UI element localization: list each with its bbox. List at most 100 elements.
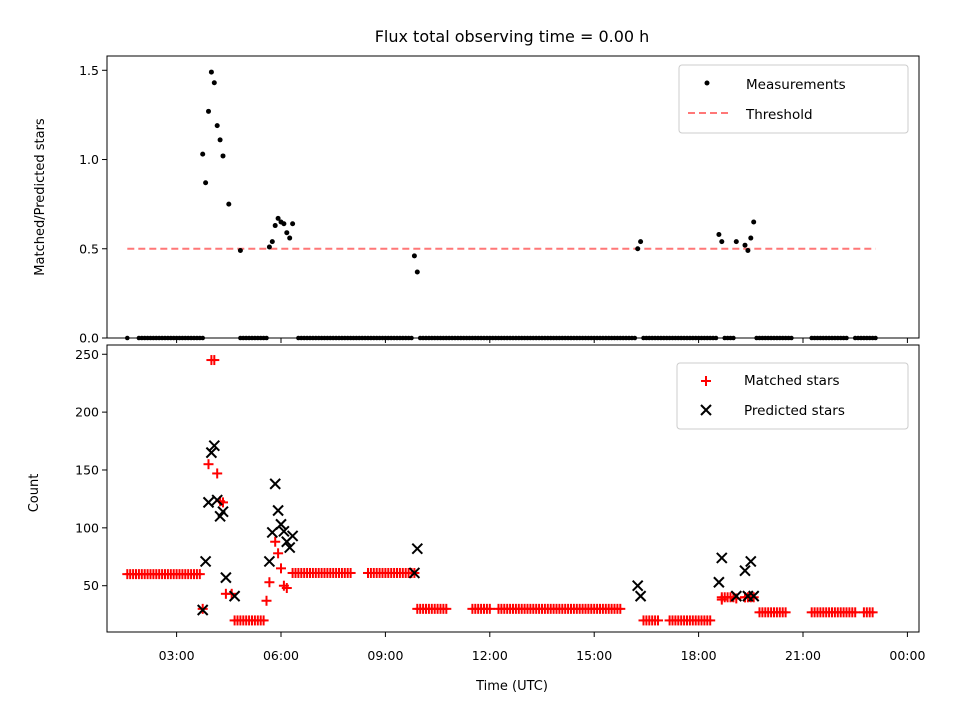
cross-b bbox=[263, 555, 276, 568]
measurement-point bbox=[742, 242, 748, 248]
predicted-star-point bbox=[634, 590, 647, 602]
cross-b bbox=[631, 580, 644, 592]
cross-b bbox=[272, 504, 284, 517]
legend-measurements-marker bbox=[704, 80, 710, 86]
bottom-y-tick-label: 150 bbox=[75, 462, 99, 477]
predicted-star-point bbox=[408, 567, 421, 579]
measurement-point bbox=[287, 235, 293, 241]
cross-b bbox=[730, 590, 743, 602]
cross-b bbox=[211, 494, 223, 506]
measurement-point bbox=[844, 335, 849, 341]
matched-star-point bbox=[261, 595, 272, 606]
measurement-point bbox=[217, 137, 223, 143]
measurement-point bbox=[200, 335, 205, 341]
measurement-point bbox=[275, 215, 281, 221]
bottom-y-axis: 50 100 150 200 250 bbox=[75, 347, 107, 593]
top-y-tick-label: 0.5 bbox=[79, 241, 99, 256]
measurement-point bbox=[716, 231, 722, 237]
matched-star-point bbox=[780, 607, 791, 618]
measurement-point bbox=[731, 335, 736, 341]
cross-b bbox=[716, 552, 728, 564]
cross-b bbox=[278, 525, 290, 538]
cross-b bbox=[205, 446, 218, 459]
measurement-point bbox=[284, 230, 290, 236]
top-y-tick-label: 1.0 bbox=[79, 152, 99, 167]
cross-b bbox=[745, 555, 757, 568]
bottom-y-tick-label: 250 bbox=[75, 347, 99, 362]
legend-measurements-label: Measurements bbox=[746, 77, 846, 93]
matched-star-point bbox=[867, 607, 878, 618]
top-chart-title: Flux total observing time = 0.00 h bbox=[375, 27, 650, 46]
measurement-point bbox=[226, 201, 232, 207]
matched-star-point bbox=[194, 569, 205, 580]
predicted-star-point bbox=[278, 525, 290, 538]
matched-star-point bbox=[281, 583, 292, 594]
cross-b bbox=[228, 590, 241, 602]
measurement-point bbox=[269, 239, 275, 245]
matched-star-point bbox=[276, 563, 286, 574]
matched-star-point bbox=[203, 459, 214, 470]
matched-star-point bbox=[441, 603, 452, 614]
predicted-star-point bbox=[730, 590, 743, 602]
cross-b bbox=[634, 590, 647, 602]
measurement-point bbox=[411, 253, 417, 259]
bottom-y-tick-label: 50 bbox=[83, 578, 99, 593]
predicted-star-point bbox=[266, 526, 279, 539]
bottom-legend: Matched stars Predicted stars bbox=[676, 362, 909, 430]
predicted-star-point bbox=[208, 439, 221, 452]
measurement-point bbox=[208, 69, 214, 75]
measurement-point bbox=[751, 219, 757, 225]
measurement-point bbox=[272, 223, 278, 229]
bottom-chart: 50 100 150 200 250 03:00 06:00 09:00 12:00 15:00… bbox=[27, 344, 925, 694]
predicted-star-point bbox=[228, 590, 241, 602]
cross-b bbox=[275, 518, 287, 531]
measurement-point bbox=[264, 335, 269, 341]
matched-star-point bbox=[264, 577, 275, 588]
predicted-star-point bbox=[286, 530, 299, 542]
cross-b bbox=[196, 604, 209, 616]
measurement-point bbox=[125, 335, 130, 341]
predicted-star-point bbox=[275, 518, 287, 531]
measurement-point bbox=[214, 123, 220, 129]
matched-star-point bbox=[212, 468, 223, 479]
bottom-x-tick-label: 18:00 bbox=[681, 648, 717, 663]
measurement-point bbox=[414, 269, 420, 275]
top-legend-box bbox=[678, 64, 909, 134]
measurement-point bbox=[635, 246, 641, 252]
predicted-star-point bbox=[263, 555, 276, 568]
cross-b bbox=[286, 530, 299, 542]
top-y-axis: 0.0 0.5 1.0 1.5 bbox=[79, 63, 107, 346]
predicted-star-point bbox=[283, 541, 296, 554]
bottom-x-tick-label: 12:00 bbox=[472, 648, 508, 663]
cross-b bbox=[411, 542, 424, 555]
measurement-point bbox=[290, 221, 296, 227]
matched-star-point bbox=[484, 603, 495, 614]
x-axis-label: Time (UTC) bbox=[475, 679, 548, 694]
measurement-point bbox=[745, 248, 751, 254]
bottom-x-tick-label: 03:00 bbox=[159, 648, 195, 663]
legend-threshold-label: Threshold bbox=[745, 107, 813, 123]
cross-b bbox=[408, 567, 421, 579]
measurement-point bbox=[873, 335, 878, 341]
cross-b bbox=[220, 571, 232, 584]
matched-star-point bbox=[850, 607, 861, 618]
measurement-point bbox=[638, 239, 644, 245]
measurement-point bbox=[748, 235, 754, 241]
bottom-plot-frame bbox=[106, 344, 920, 633]
top-y-axis-label: Matched/Predicted stars bbox=[33, 118, 48, 276]
predicted-star-point bbox=[217, 505, 229, 518]
predicted-star-point bbox=[272, 504, 284, 517]
measurement-point bbox=[713, 335, 719, 341]
top-plot-marks bbox=[125, 69, 878, 341]
cross-b bbox=[269, 478, 281, 490]
legend-predicted-marker bbox=[700, 404, 712, 416]
measurement-point bbox=[237, 248, 243, 254]
cross-b bbox=[747, 590, 760, 602]
measurement-point bbox=[206, 108, 211, 114]
bottom-y-tick-label: 200 bbox=[75, 405, 99, 420]
matched-star-point bbox=[258, 615, 269, 626]
bottom-x-tick-label: 09:00 bbox=[367, 648, 403, 663]
predicted-star-point bbox=[220, 571, 232, 584]
bottom-x-axis: 03:00 06:00 09:00 12:00 15:00 18:00 21:00 00:00 bbox=[159, 632, 925, 663]
